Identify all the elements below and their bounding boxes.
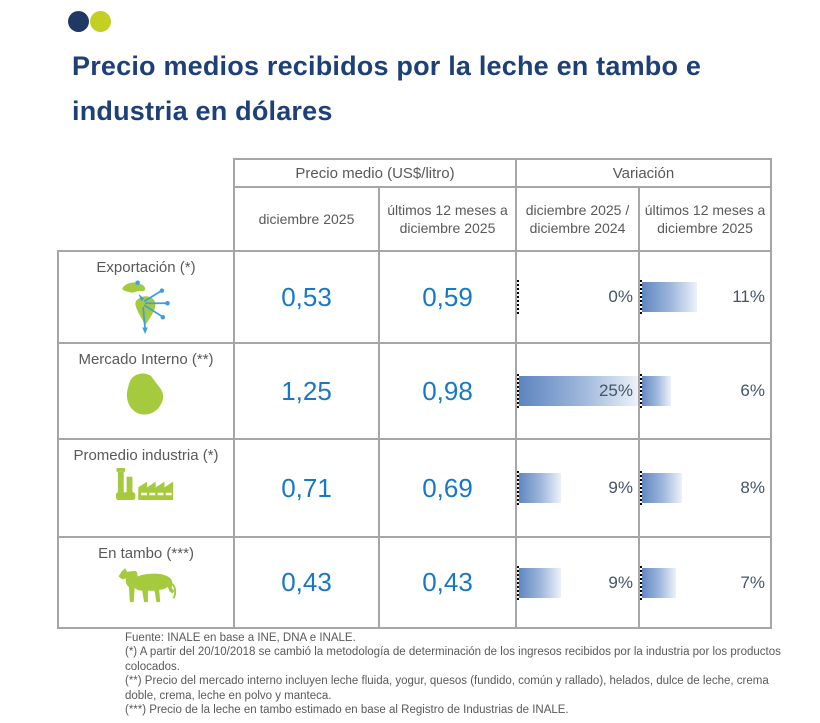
footnote-asterisk-1: (*) A partir del 20/10/2018 se cambió la… bbox=[125, 646, 781, 673]
zero-axis-line bbox=[517, 280, 519, 314]
zero-axis-line bbox=[517, 471, 519, 505]
variation-cell: 8% bbox=[638, 438, 772, 538]
factory-icon bbox=[115, 467, 177, 502]
row-header-en-tambo: En tambo (***) bbox=[57, 536, 235, 629]
footnotes: Fuente: INALE en base a INE, DNA e INALE… bbox=[125, 631, 793, 718]
uruguay-map-icon bbox=[120, 371, 172, 421]
data-bar bbox=[517, 376, 638, 406]
price-value: 0,53 bbox=[233, 250, 380, 344]
variation-value: 6% bbox=[740, 381, 765, 400]
zero-axis-line bbox=[640, 471, 642, 505]
table-row-en-tambo: En tambo (***) 0,43 0,43 9% bbox=[57, 536, 772, 629]
row-header-promedio-industria: Promedio industria (*) bbox=[57, 438, 235, 538]
page-title: Precio medios recibidos por la leche en … bbox=[72, 44, 762, 134]
price-value: 0,59 bbox=[378, 250, 517, 344]
row-label: Exportación (*) bbox=[96, 259, 196, 276]
variation-cell: 6% bbox=[638, 342, 772, 440]
milk-price-table: Precio medio (US$/litro) Variación dicie… bbox=[57, 158, 772, 629]
page-title-line1: Precio medios recibidos por la leche en … bbox=[72, 51, 702, 81]
row-header-exportacion: Exportación (*) bbox=[57, 250, 235, 344]
page-title-line2: industria en dólares bbox=[72, 95, 333, 126]
data-bar bbox=[640, 282, 698, 312]
zero-axis-line bbox=[517, 374, 519, 408]
cow-icon bbox=[110, 565, 182, 607]
table-row-exportacion: Exportación (*) bbox=[57, 250, 772, 344]
variation-value: 25% bbox=[598, 381, 633, 400]
brand-dot-green bbox=[90, 11, 111, 32]
data-bar bbox=[517, 473, 561, 503]
price-value: 0,71 bbox=[233, 438, 380, 538]
price-value: 0,43 bbox=[233, 536, 380, 629]
footnote-asterisk-3: (***) Precio de la leche en tambo estima… bbox=[125, 704, 569, 717]
row-label: Promedio industria (*) bbox=[73, 447, 219, 464]
variation-cell: 25% bbox=[515, 342, 640, 440]
data-bar bbox=[517, 567, 561, 598]
data-bar bbox=[640, 376, 672, 406]
col-header-diciembre-2025: diciembre 2025 bbox=[233, 186, 380, 252]
variation-cell: 9% bbox=[515, 536, 640, 629]
row-label: En tambo (***) bbox=[98, 545, 194, 562]
variation-cell: 0% bbox=[515, 250, 640, 344]
price-value: 1,25 bbox=[233, 342, 380, 440]
data-bar bbox=[640, 567, 677, 598]
zero-axis-line bbox=[517, 565, 519, 600]
table-row-promedio-industria: Promedio industria (*) bbox=[57, 438, 772, 538]
data-bar bbox=[640, 473, 682, 503]
group-header-precio-medio: Precio medio (US$/litro) bbox=[233, 158, 517, 188]
zero-axis-line bbox=[640, 280, 642, 314]
variation-value: 0% bbox=[608, 287, 633, 306]
zero-axis-line bbox=[640, 374, 642, 408]
row-label: Mercado Interno (**) bbox=[78, 351, 214, 368]
col-header-ultimos-12-meses-precio: últimos 12 meses a diciembre 2025 bbox=[378, 186, 517, 252]
group-header-row: Precio medio (US$/litro) Variación bbox=[58, 158, 772, 188]
group-header-variacion: Variación bbox=[515, 158, 772, 188]
variation-value: 9% bbox=[608, 478, 633, 497]
variation-value: 8% bbox=[740, 478, 765, 497]
variation-value: 11% bbox=[732, 287, 765, 306]
corner-spacer bbox=[58, 159, 234, 251]
price-value: 0,98 bbox=[378, 342, 517, 440]
variation-cell: 9% bbox=[515, 438, 640, 538]
brand-dots bbox=[68, 11, 111, 32]
table-row-mercado-interno: Mercado Interno (**) 1,25 0,98 25% bbox=[57, 342, 772, 440]
footnote-source: Fuente: INALE en base a INE, DNA e INALE… bbox=[125, 632, 356, 644]
americas-export-icon bbox=[116, 279, 176, 335]
zero-axis-line bbox=[640, 565, 642, 600]
variation-cell: 7% bbox=[638, 536, 772, 629]
variation-value: 7% bbox=[740, 572, 765, 592]
col-header-var-ultimos-12-meses: últimos 12 meses a diciembre 2025 bbox=[638, 186, 772, 252]
col-header-var-diciembre: diciembre 2025 / diciembre 2024 bbox=[515, 186, 640, 252]
price-value: 0,69 bbox=[378, 438, 517, 538]
column-header-row: diciembre 2025 últimos 12 meses a diciem… bbox=[58, 186, 772, 252]
variation-value: 9% bbox=[608, 572, 633, 592]
footnote-asterisk-2: (**) Precio del mercado interno incluyen… bbox=[125, 675, 769, 702]
price-value: 0,43 bbox=[378, 536, 517, 629]
row-header-mercado-interno: Mercado Interno (**) bbox=[57, 342, 235, 440]
brand-dot-navy bbox=[68, 11, 89, 32]
variation-cell: 11% bbox=[638, 250, 772, 344]
